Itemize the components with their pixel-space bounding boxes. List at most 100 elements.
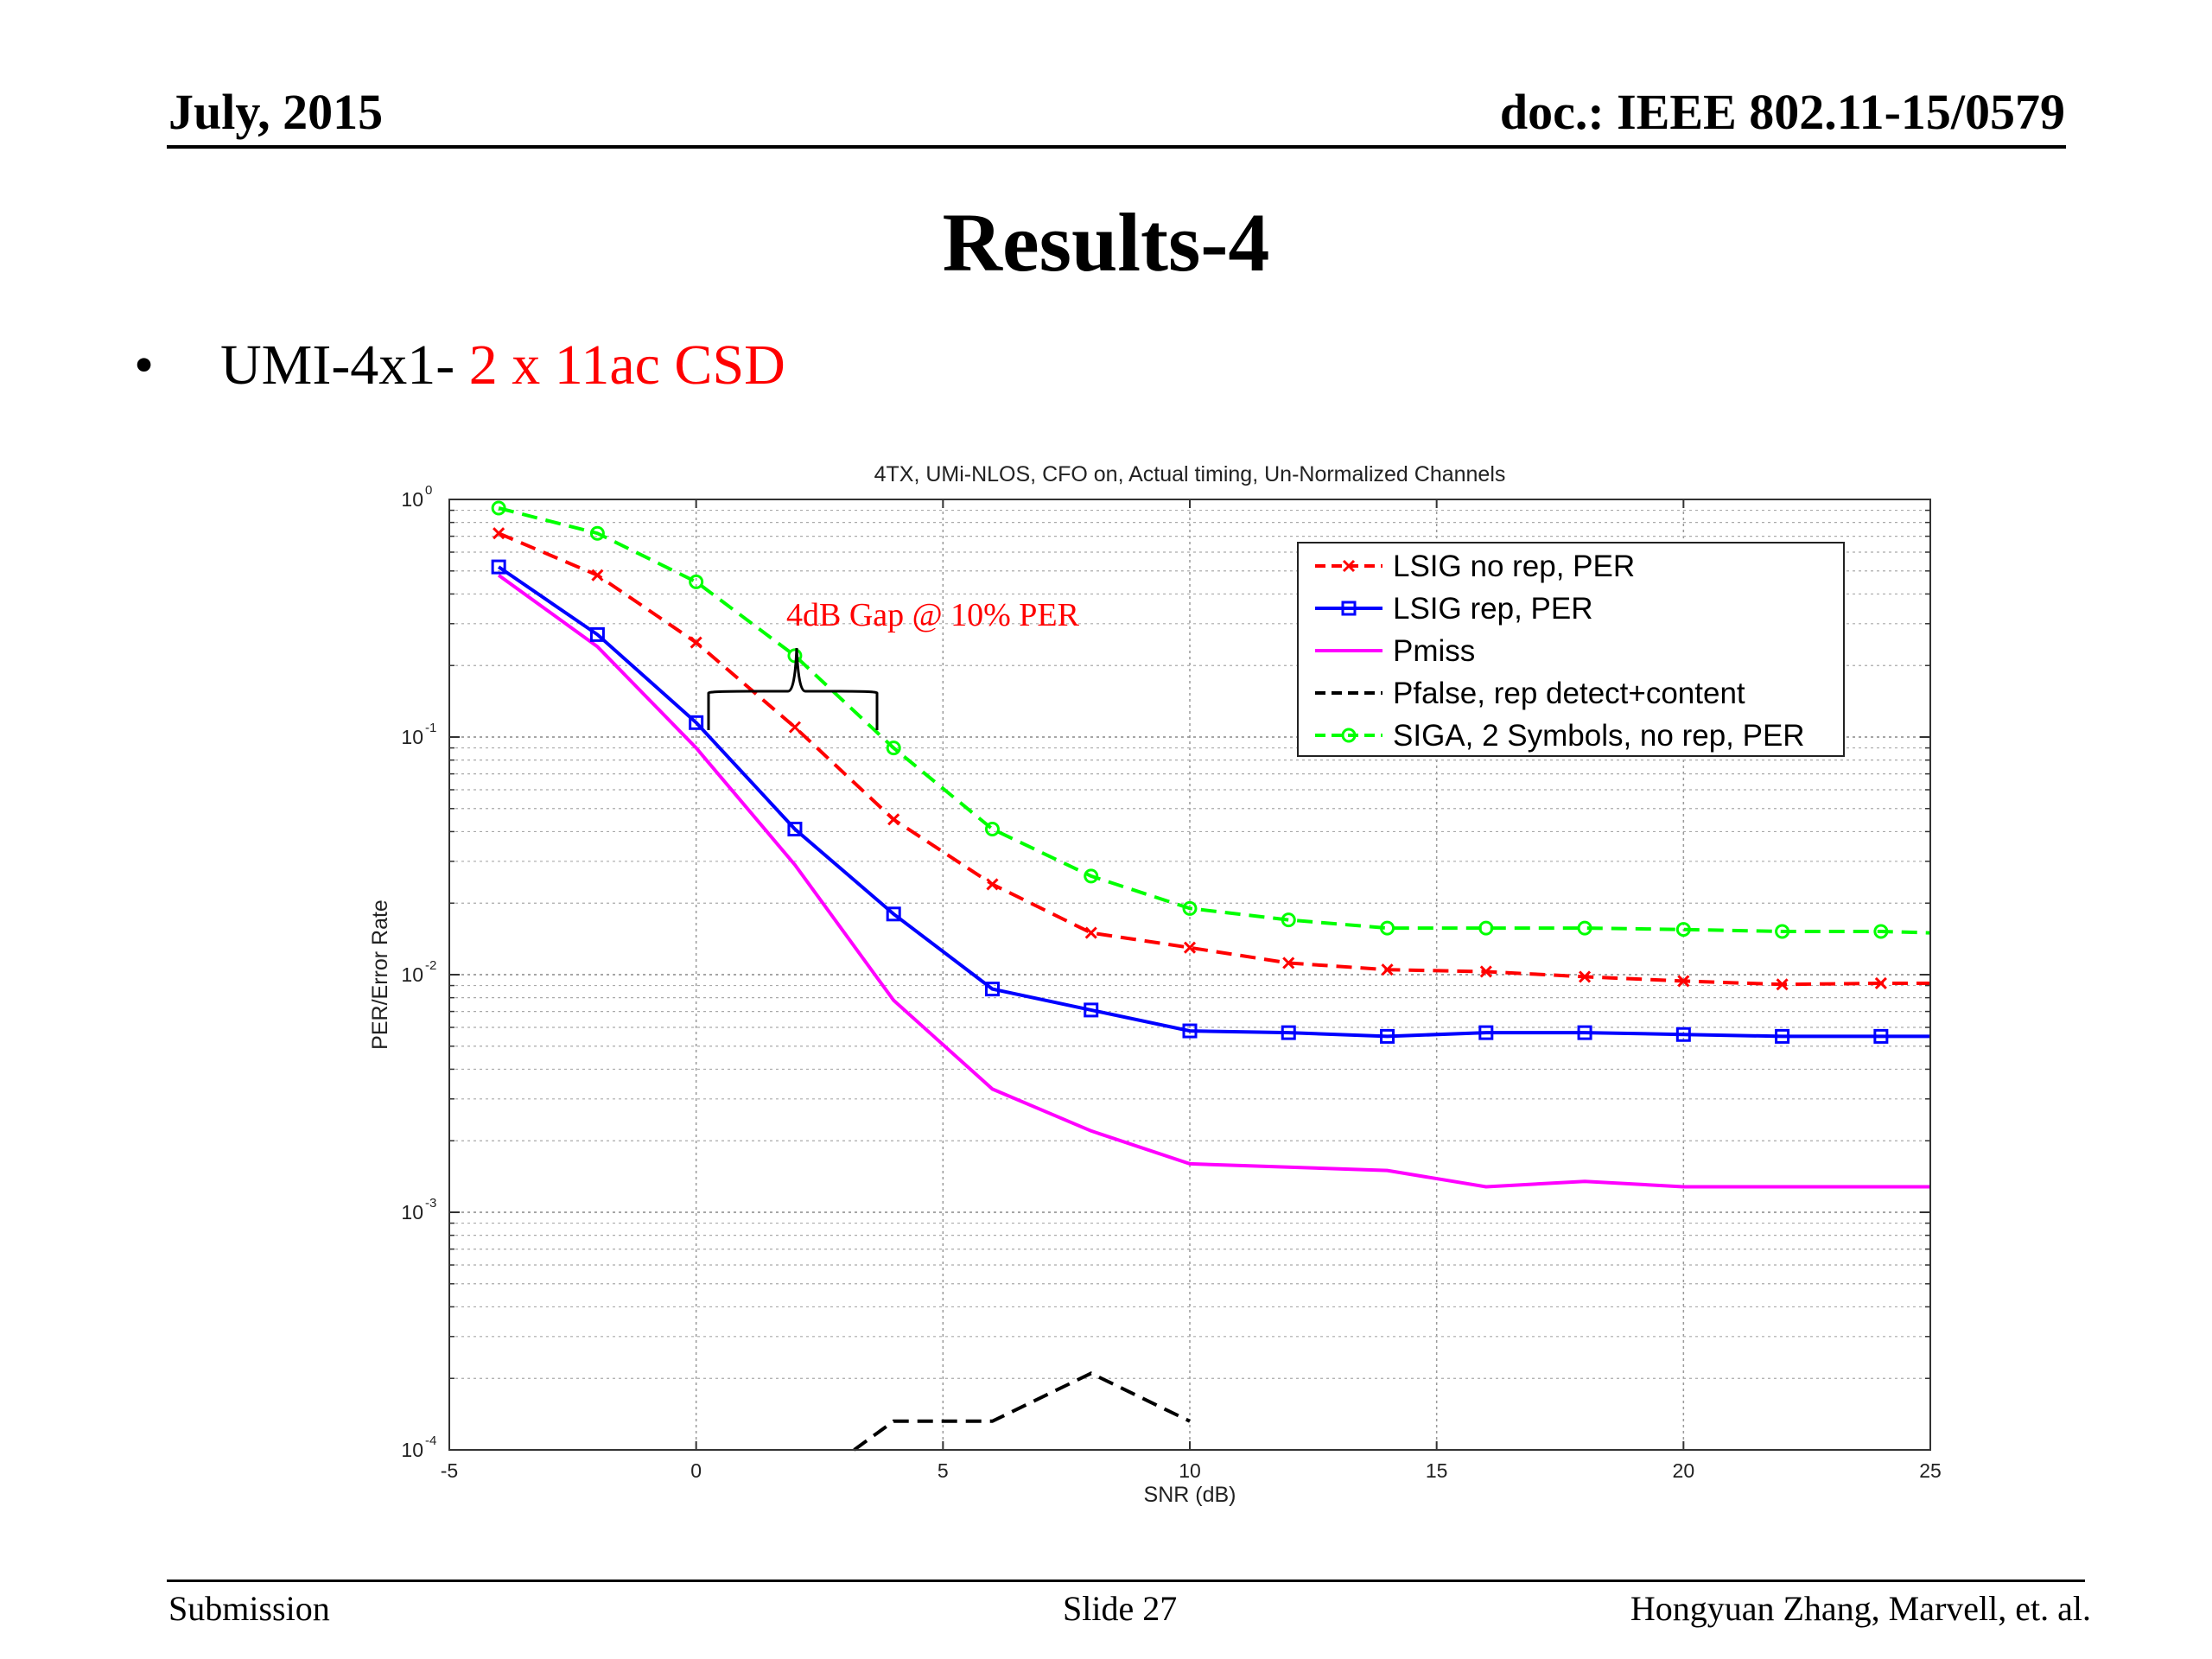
header-divider [167, 145, 2066, 149]
y-tick-exponent: -2 [425, 958, 436, 973]
legend-label: LSIG no rep, PER [1393, 550, 1635, 583]
y-tick-exponent: 0 [425, 483, 432, 498]
x-tick-label: -5 [441, 1459, 458, 1482]
bullet-text: UMI-4x1- [220, 334, 469, 397]
data-point-series-1 [1182, 1023, 1198, 1039]
y-tick-label: 10 -3 [401, 1196, 436, 1224]
data-point-series-4 [984, 821, 1000, 836]
data-point-series-0 [493, 527, 505, 540]
data-point-series-4 [1478, 920, 1494, 936]
y-tick-label: 10 0 [401, 483, 432, 511]
data-point-series-4 [1281, 912, 1296, 928]
y-tick-exponent: -4 [425, 1433, 436, 1448]
y-tick-exponent: -3 [425, 1196, 436, 1211]
data-point-series-0 [1776, 978, 1789, 991]
x-tick-label: 5 [938, 1459, 949, 1482]
data-point-series-4 [491, 500, 506, 516]
x-tick-label: 15 [1426, 1459, 1448, 1482]
data-point-series-0 [1381, 963, 1394, 976]
data-point-series-4 [589, 525, 605, 541]
data-point-series-0 [1874, 976, 1887, 990]
bullet-marker: • [134, 334, 155, 397]
x-axis-label: SNR (dB) [1144, 1483, 1236, 1507]
x-tick-label: 25 [1919, 1459, 1942, 1482]
y-tick-label: 10 -4 [401, 1433, 436, 1461]
legend-label: Pmiss [1393, 634, 1475, 668]
legend-label: Pfalse, rep detect+content [1393, 677, 1745, 710]
legend-marker [1341, 601, 1357, 616]
series-line-4 [498, 506, 1931, 935]
data-point-series-4 [1775, 924, 1790, 939]
legend-label: SIGA, 2 Symbols, no rep, PER [1393, 719, 1805, 753]
data-point-series-1 [689, 715, 704, 730]
y-tick-base: 10 [401, 1439, 423, 1461]
data-point-series-4 [1675, 922, 1691, 938]
legend-label: LSIG rep, PER [1393, 592, 1592, 626]
bullet-item: • UMI-4x1- 2 x 11ac CSD [134, 333, 785, 398]
gap-brace [707, 647, 879, 730]
x-tick-label: 10 [1179, 1459, 1201, 1482]
footer-slide-number: Slide 27 [1063, 1589, 1178, 1628]
y-tick-base: 10 [401, 1201, 423, 1224]
y-tick-label: 10 -2 [401, 958, 436, 986]
footer-divider [167, 1580, 2085, 1582]
data-point-series-4 [1084, 868, 1099, 884]
data-point-series-4 [886, 741, 901, 756]
footer-submission: Submission [168, 1589, 330, 1628]
data-point-series-1 [787, 821, 803, 836]
data-point-series-1 [984, 982, 1000, 997]
data-point-series-1 [1380, 1028, 1395, 1044]
data-point-series-1 [1084, 1002, 1099, 1018]
data-point-series-0 [788, 721, 801, 734]
data-point-series-0 [1282, 957, 1295, 969]
legend-marker [1341, 728, 1357, 743]
data-point-series-1 [1478, 1025, 1494, 1040]
series-layer [497, 506, 1931, 1452]
y-tick-exponent: -1 [425, 721, 436, 735]
data-point-series-4 [1182, 900, 1198, 916]
data-point-series-1 [1577, 1025, 1592, 1040]
data-point-series-0 [986, 878, 999, 891]
data-point-series-0 [1479, 965, 1492, 978]
legend: LSIG no rep, PER LSIG rep, PER Pmiss Pfalse… [1297, 542, 1845, 757]
marker-layer [491, 500, 1889, 1044]
data-point-series-4 [689, 574, 704, 589]
data-point-series-4 [1380, 920, 1395, 936]
data-point-series-0 [591, 569, 604, 582]
y-tick-base: 10 [401, 726, 423, 748]
series-line-2 [497, 574, 1930, 1189]
series-line-1 [497, 565, 1930, 1039]
data-point-series-0 [690, 636, 702, 649]
data-point-series-0 [887, 813, 900, 826]
y-axis-label: PER/Error Rate [368, 899, 392, 1050]
series-line-0 [498, 531, 1930, 987]
y-tick-base: 10 [401, 963, 423, 986]
data-point-series-1 [589, 626, 605, 642]
slide-title: Results-4 [942, 196, 1270, 289]
data-point-series-0 [1084, 926, 1097, 939]
legend-box [1297, 542, 1845, 757]
bullet-text-highlight: 2 x 11ac CSD [468, 334, 785, 397]
gap-annotation: 4dB Gap @ 10% PER [786, 597, 1080, 633]
header-doc-id: doc.: IEEE 802.11-15/0579 [1499, 84, 2065, 140]
data-point-series-1 [1873, 1028, 1889, 1044]
data-point-series-0 [1677, 975, 1690, 988]
data-point-series-1 [491, 559, 506, 575]
series-line-3 [853, 1371, 1191, 1452]
data-point-series-4 [1577, 920, 1592, 936]
y-tick-label: 10 -1 [401, 721, 436, 748]
y-tick-base: 10 [401, 488, 423, 511]
data-point-series-1 [1775, 1028, 1790, 1044]
header-date: July, 2015 [168, 84, 384, 140]
footer-authors: Hongyuan Zhang, Marvell, et. al. [1630, 1589, 2091, 1628]
x-tick-label: 0 [690, 1459, 702, 1482]
data-point-series-0 [1579, 970, 1592, 983]
x-tick-label: 20 [1673, 1459, 1695, 1482]
legend-marker [1342, 559, 1356, 573]
data-point-series-1 [1281, 1025, 1296, 1040]
data-point-series-1 [1675, 1027, 1691, 1042]
chart-title: 4TX, UMi-NLOS, CFO on, Actual timing, Un… [874, 462, 1506, 486]
data-point-series-4 [1873, 924, 1889, 939]
